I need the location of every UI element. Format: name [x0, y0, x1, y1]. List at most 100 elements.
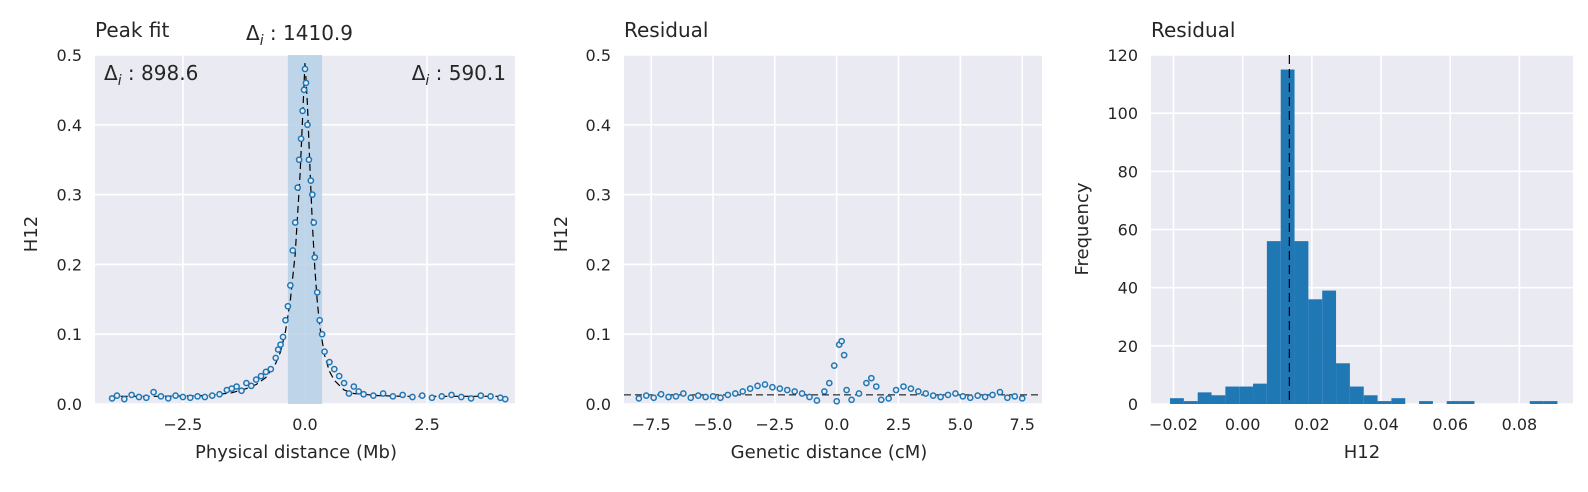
- x-tick-label: 2.5: [886, 415, 911, 434]
- data-point: [761, 381, 769, 388]
- data-point: [1011, 392, 1019, 400]
- data-point: [929, 392, 937, 399]
- data-point: [694, 392, 702, 399]
- data-point: [108, 395, 116, 402]
- data-point: [305, 156, 313, 164]
- data-point: [308, 191, 316, 198]
- data-point: [769, 383, 776, 391]
- histogram-bar: [1377, 401, 1392, 404]
- data-point: [724, 391, 732, 399]
- data-point: [709, 392, 717, 400]
- data-point: [316, 316, 324, 324]
- data-point: [282, 316, 289, 324]
- data-point: [746, 385, 754, 392]
- x-tick-label: 0.08: [1502, 415, 1538, 434]
- data-point: [477, 392, 485, 399]
- x-tick-label: −0.02: [1149, 415, 1198, 434]
- data-point: [892, 386, 900, 394]
- data-point: [996, 388, 1004, 396]
- data-point: [914, 388, 922, 395]
- data-point: [867, 374, 875, 382]
- plot-area: [624, 54, 1042, 405]
- data-point: [877, 396, 885, 404]
- histogram-bar: [1266, 241, 1281, 404]
- data-point: [297, 135, 305, 143]
- y-tick-label: 0.2: [586, 255, 611, 274]
- y-tick-label: 20: [1118, 337, 1138, 356]
- data-point: [335, 372, 343, 380]
- y-tick-label: 0.1: [586, 325, 611, 344]
- data-point: [907, 385, 915, 392]
- data-point: [501, 395, 509, 403]
- histogram-bar: [1294, 241, 1309, 404]
- y-tick-label: 0.2: [57, 255, 82, 274]
- data-point: [791, 388, 799, 395]
- x-tick-label: 0.0: [292, 415, 317, 434]
- residual-scatter-title: Residual: [624, 18, 708, 42]
- data-point: [238, 387, 245, 395]
- data-point: [340, 379, 348, 387]
- data-point: [286, 281, 294, 289]
- data-point: [326, 358, 333, 366]
- data-point: [318, 330, 326, 338]
- data-point: [863, 379, 870, 387]
- data-point: [981, 393, 989, 401]
- data-point: [731, 390, 739, 397]
- data-point: [247, 382, 255, 390]
- data-point: [157, 392, 165, 400]
- data-point: [360, 390, 367, 398]
- histogram-bar: [1460, 401, 1475, 404]
- data-point: [179, 393, 187, 401]
- data-point: [843, 386, 850, 394]
- delta-left-annotation: Δi : 898.6: [104, 61, 198, 89]
- data-point: [813, 397, 821, 404]
- x-tick-label: 0.0: [824, 415, 849, 434]
- data-point: [900, 383, 907, 390]
- data-point: [291, 219, 299, 226]
- plot-area: [1151, 54, 1573, 405]
- y-tick-label: 60: [1118, 221, 1138, 240]
- x-tick-label: 0.04: [1363, 415, 1399, 434]
- data-point: [113, 392, 121, 399]
- delta-right-annotation: Δi : 590.1: [412, 61, 506, 89]
- data-point: [885, 395, 893, 402]
- data-point: [833, 397, 841, 405]
- histogram-bar: [1349, 386, 1364, 404]
- data-point: [754, 382, 761, 390]
- peak-span: [287, 55, 323, 404]
- y-axis-label: Frequency: [1072, 182, 1093, 275]
- data-point: [418, 392, 426, 399]
- y-axis-label: H12: [21, 216, 42, 252]
- data-point: [172, 392, 179, 399]
- histogram-bar: [1253, 383, 1267, 404]
- data-point: [665, 393, 672, 401]
- data-point: [1004, 394, 1011, 402]
- data-point: [370, 392, 377, 399]
- peak-fit-panel: Peak fit Δi : 898.6 Δi : 1410.9 Δi : 590…: [21, 18, 515, 463]
- data-point: [798, 390, 806, 397]
- data-point: [300, 86, 308, 94]
- data-point: [379, 390, 387, 397]
- y-tick-label: 100: [1107, 104, 1138, 123]
- data-point: [128, 391, 135, 399]
- data-point: [289, 247, 297, 254]
- fit-curve: [109, 61, 501, 397]
- data-point: [243, 379, 250, 387]
- data-point: [295, 156, 303, 164]
- data-point: [355, 388, 363, 395]
- data-point: [257, 372, 265, 380]
- data-point: [267, 365, 275, 373]
- histogram-bar: [1239, 386, 1254, 404]
- data-point: [966, 394, 974, 402]
- data-point: [330, 365, 338, 373]
- data-point: [311, 254, 319, 261]
- data-point: [989, 391, 996, 399]
- data-point: [208, 392, 216, 399]
- data-point: [680, 390, 687, 397]
- histogram-bar: [1183, 401, 1198, 404]
- data-point: [806, 393, 813, 401]
- y-tick-label: 40: [1118, 279, 1138, 298]
- data-point: [783, 386, 791, 394]
- data-point: [687, 394, 695, 402]
- data-point: [922, 390, 930, 397]
